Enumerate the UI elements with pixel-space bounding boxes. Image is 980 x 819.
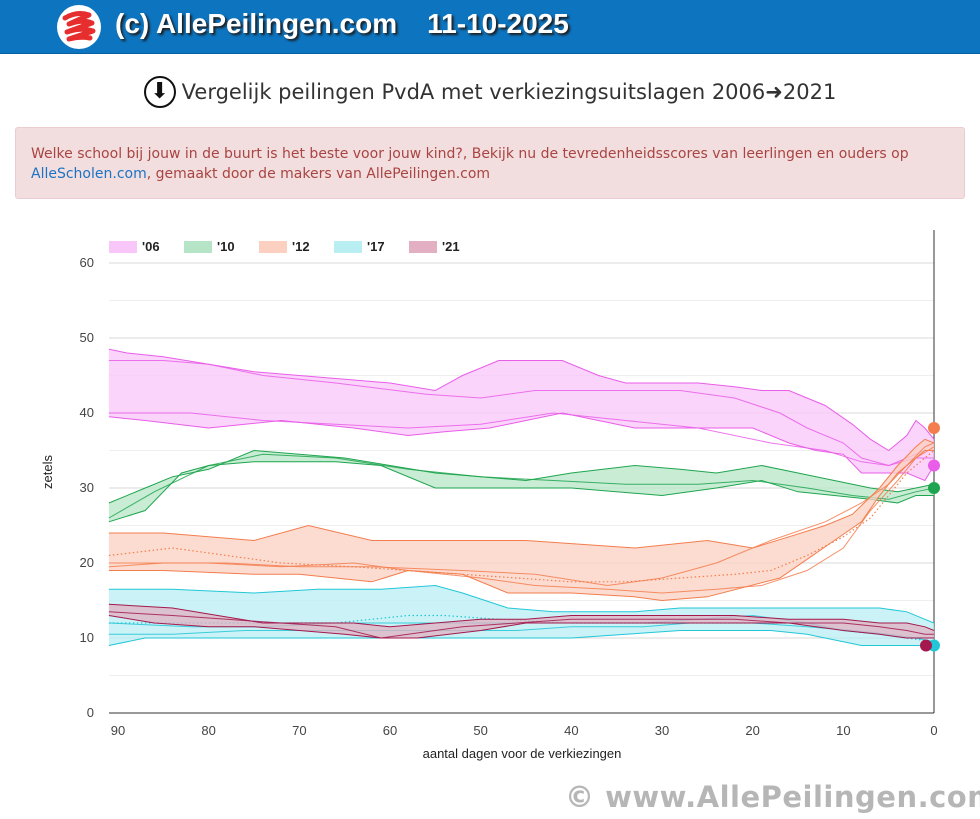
y-tick-label: 40 [80, 405, 94, 420]
series-4 [108, 603, 935, 639]
banner-text: Welke school bij jouw in de buurt is het… [31, 146, 909, 162]
legend-swatch [259, 241, 287, 253]
y-tick-label: 60 [80, 255, 94, 270]
watermark: © www.AllePeilingen.com [565, 780, 980, 814]
y-tick-label: 20 [80, 555, 94, 570]
y-tick-label: 30 [80, 480, 94, 495]
legend-label: '10 [217, 239, 235, 254]
series-lower-line [108, 412, 935, 482]
banner-text-after: , gemaakt door de makers van AllePeiling… [146, 166, 491, 182]
legend-swatch [109, 241, 137, 253]
x-axis-title: aantal dagen voor de verkiezingen [423, 746, 622, 761]
x-tick-label: 50 [473, 723, 487, 738]
series-band [108, 604, 934, 638]
y-tick-label: 50 [80, 330, 94, 345]
x-tick-label: 0 [930, 723, 937, 738]
x-tick-label: 60 [383, 723, 397, 738]
download-arrow-icon[interactable]: ⬇ [143, 76, 176, 108]
comparison-chart: 0 10 20 30 40 50 60 90 80 70 60 50 40 30 20 10 0 aantal d… [40, 230, 940, 761]
y-tick-label: 10 [80, 630, 94, 645]
series-1 [108, 449, 935, 523]
series-band [108, 585, 934, 646]
final-result-marker [920, 639, 932, 652]
final-result-marker [928, 459, 940, 472]
ad-banner: Welke school bij jouw in de buurt is het… [15, 127, 965, 199]
series-poll-line [108, 446, 935, 594]
y-tick-label: 0 [87, 705, 94, 720]
x-tick-label: 70 [292, 723, 306, 738]
series-poll-line [108, 611, 934, 639]
x-tick-label: 40 [564, 723, 578, 738]
series-upper-line [108, 603, 935, 631]
y-axis-title: zetels [40, 455, 55, 489]
series-band [108, 450, 934, 522]
x-tick-label: 20 [745, 723, 759, 738]
brand-name: (c) AllePeilingen.com [115, 8, 398, 39]
legend-swatch [184, 241, 212, 253]
allescholen-link[interactable]: AlleScholen.com [31, 166, 147, 182]
x-tick-label: 30 [655, 723, 669, 738]
series-0 [108, 348, 935, 482]
series-upper-line [108, 438, 935, 549]
series-lower-line [108, 630, 934, 646]
series-lower-line [108, 461, 934, 523]
header-bar: (c) AllePeilingen.com 11-10-2025 [0, 0, 980, 54]
series-band [108, 439, 934, 601]
legend-label: '06 [142, 239, 160, 254]
series-2 [108, 438, 935, 602]
series-upper-line [108, 348, 935, 452]
series-upper-line [108, 584, 935, 624]
x-tick-label: 80 [201, 723, 215, 738]
legend-swatch [334, 241, 362, 253]
page-subtitle-row: ⬇ Vergelijk peilingen PvdA met verkiezin… [0, 76, 980, 110]
series-3 [108, 584, 935, 646]
series-band [108, 349, 934, 481]
legend-label: '17 [367, 239, 385, 254]
series-poll-line [108, 412, 934, 467]
legend-label: '21 [442, 239, 460, 254]
final-result-marker [928, 482, 940, 494]
allepeilingen-logo-icon[interactable] [57, 5, 101, 49]
brand-title[interactable]: (c) AllePeilingen.com 11-10-2025 [115, 8, 569, 40]
x-tick-label: 10 [836, 723, 850, 738]
series-lower-line [108, 615, 934, 639]
legend-label: '12 [292, 239, 310, 254]
final-result-marker [928, 422, 940, 434]
page-title: Vergelijk peilingen PvdA met verkiezings… [181, 80, 837, 104]
series-upper-line [108, 449, 935, 504]
series-poll-line [108, 442, 935, 587]
header-date: 11-10-2025 [427, 8, 569, 39]
legend-swatch [409, 241, 437, 253]
x-tick-label: 90 [111, 723, 125, 738]
